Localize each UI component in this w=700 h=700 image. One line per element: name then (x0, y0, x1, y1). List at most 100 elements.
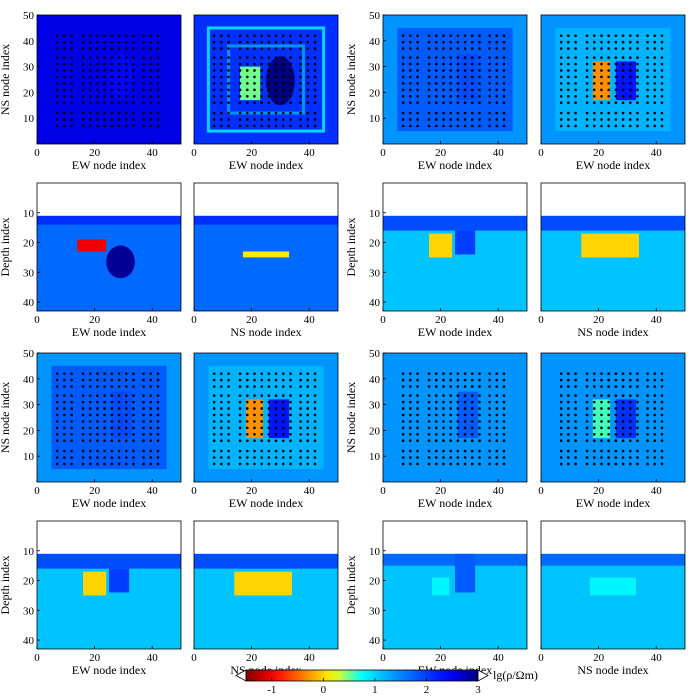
station-dot (442, 34, 445, 37)
station-dot (220, 88, 223, 92)
station-dot (409, 394, 412, 397)
y-tick-label: 30 (369, 267, 381, 279)
station-dot (299, 394, 302, 397)
anomaly-rect (592, 61, 611, 101)
station-dot (132, 94, 135, 98)
anomaly-rect (208, 365, 324, 470)
station-dot (621, 56, 625, 59)
station-dot (149, 407, 153, 410)
station-dot (289, 378, 292, 382)
station-dot (488, 56, 491, 59)
station-dot (621, 413, 625, 417)
station-dot (281, 420, 285, 423)
station-dot (628, 439, 632, 443)
station-dot (636, 75, 639, 79)
station-dot (110, 47, 114, 50)
station-dot (449, 62, 452, 66)
anomaly-rect (555, 27, 671, 132)
station-dot (470, 372, 474, 375)
station-dot (212, 400, 216, 404)
station-dot (495, 432, 499, 436)
station-dot (55, 449, 59, 453)
station-dot (636, 426, 639, 430)
station-dot (110, 62, 114, 66)
station-dot (434, 101, 438, 105)
station-dot (456, 385, 460, 388)
station-dot (227, 456, 230, 459)
station-dot (253, 56, 256, 59)
station-dot (600, 439, 603, 443)
station-dot (281, 124, 285, 128)
station-dot (434, 407, 438, 410)
station-dot (592, 407, 596, 410)
station-dot (401, 400, 405, 404)
heatmap-field (194, 15, 338, 144)
station-dot (245, 456, 249, 459)
station-dot (156, 56, 160, 59)
station-dot (110, 94, 114, 98)
station-dot (600, 394, 603, 397)
station-dot (281, 94, 285, 98)
station-dot (401, 394, 405, 397)
station-dot (260, 94, 263, 98)
x-tick-label: 0 (34, 314, 40, 326)
station-dot (585, 101, 589, 105)
station-dot (227, 407, 230, 410)
station-dot (488, 94, 491, 98)
station-dot (628, 47, 632, 50)
station-dot (306, 413, 310, 417)
station-dot (449, 111, 452, 115)
station-dot (470, 432, 474, 436)
station-dot (559, 462, 563, 466)
station-dot (646, 47, 649, 50)
x-tick-label: 40 (493, 314, 505, 326)
station-dot (567, 394, 570, 397)
station-dot (274, 456, 278, 459)
x-axis-label: EW node index (72, 158, 146, 172)
station-dot (132, 88, 135, 92)
station-dot (63, 413, 66, 417)
station-dot (63, 462, 66, 466)
station-dot (592, 426, 596, 430)
station-dot (628, 124, 632, 128)
x-axis-label: EW node index (418, 496, 492, 510)
station-dot (227, 75, 230, 79)
station-dot (289, 69, 292, 72)
station-dot (253, 407, 256, 410)
station-dot (592, 439, 596, 443)
station-dot (313, 385, 317, 388)
y-tick-label: 30 (23, 62, 35, 74)
station-dot (156, 101, 160, 105)
station-dot (274, 47, 278, 50)
station-dot (212, 69, 216, 72)
station-dot (559, 118, 563, 121)
station-dot (442, 456, 445, 459)
station-dot (96, 40, 99, 44)
x-tick-label: 20 (246, 652, 258, 664)
station-dot (574, 432, 577, 436)
heatmap-field (37, 215, 181, 311)
station-dot (401, 385, 405, 388)
station-dot (401, 407, 405, 410)
station-dot (592, 432, 596, 436)
station-dot (646, 124, 649, 128)
station-dot (55, 372, 59, 375)
anomaly-band (383, 215, 527, 231)
station-dot (567, 75, 570, 79)
station-dot (488, 47, 491, 50)
station-dot (289, 124, 292, 128)
y-axis-label: Depth index (0, 556, 12, 615)
station-dot (416, 101, 419, 105)
station-dot (253, 456, 256, 459)
station-dot (660, 34, 664, 37)
station-dot (463, 426, 467, 430)
station-dot (614, 101, 618, 105)
station-dot (636, 432, 639, 436)
heatmap-field (37, 353, 181, 482)
station-dot (592, 378, 596, 382)
station-dot (621, 47, 625, 50)
station-dot (574, 40, 577, 44)
y-tick-label: 10 (369, 451, 381, 463)
station-dot (653, 75, 657, 79)
station-dot (117, 372, 121, 375)
